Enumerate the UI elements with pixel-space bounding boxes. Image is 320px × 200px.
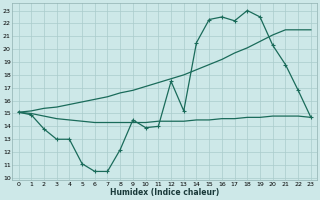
X-axis label: Humidex (Indice chaleur): Humidex (Indice chaleur) (110, 188, 219, 197)
